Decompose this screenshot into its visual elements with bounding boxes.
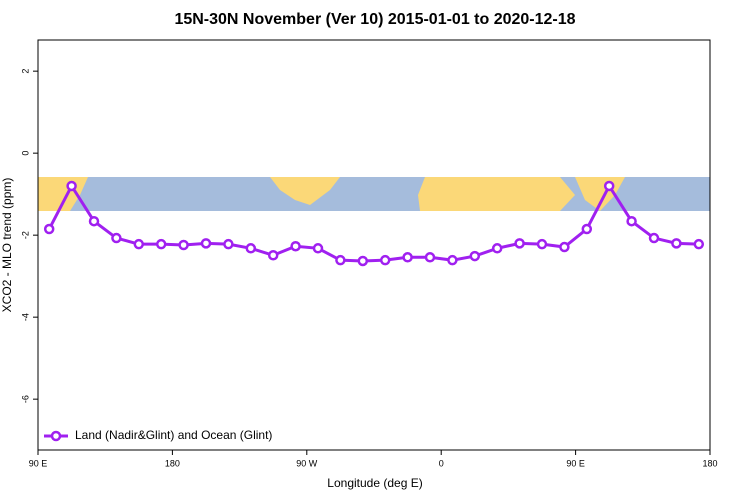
point: [648, 232, 660, 244]
point: [335, 254, 346, 266]
point: [447, 254, 458, 266]
point: [178, 239, 189, 251]
chart-title: 15N-30N November (Ver 10) 2015-01-01 to …: [174, 11, 575, 28]
x-axis-title: Longitude (deg E): [327, 476, 422, 490]
plot-frame: [37, 39, 711, 451]
point: [223, 238, 234, 250]
legend-text: Land (Nadir&Glint) and Ocean (Glint): [75, 428, 272, 442]
legend-marker: [50, 430, 62, 442]
point: [491, 243, 503, 254]
x-tick-label: 90 E: [566, 458, 585, 468]
y-tick-label: -4: [20, 313, 30, 321]
x-tick-label: 180: [702, 458, 717, 468]
x-tick-label: 90 W: [296, 458, 318, 468]
point: [111, 232, 122, 244]
point: [693, 238, 705, 250]
point: [402, 252, 413, 263]
point: [559, 241, 570, 253]
point: [536, 238, 548, 250]
point: [88, 215, 100, 227]
point: [626, 215, 637, 227]
point: [200, 238, 212, 249]
y-tick-label: -2: [20, 231, 30, 239]
point: [312, 243, 324, 254]
point: [514, 238, 525, 249]
y-axis-title: XCO2 - MLO trend (ppm): [0, 178, 14, 313]
x-tick-label: 0: [439, 458, 444, 468]
x-tick-label: 90 E: [29, 458, 48, 468]
x-tick-label: 180: [165, 458, 180, 468]
point: [469, 250, 481, 262]
point: [357, 255, 369, 267]
map-band: [38, 177, 710, 211]
land: [418, 177, 575, 211]
point: [581, 223, 593, 235]
point: [671, 238, 682, 249]
point: [267, 250, 279, 261]
point: [424, 252, 436, 263]
point: [290, 240, 301, 252]
y-tick-label: -6: [20, 395, 30, 403]
point: [43, 223, 55, 235]
point: [379, 254, 391, 266]
y-tick-label: 2: [20, 69, 30, 74]
land: [270, 177, 340, 205]
point: [245, 243, 257, 254]
point: [66, 180, 77, 192]
point: [603, 180, 615, 192]
y-tick-label: 0: [20, 151, 30, 156]
point: [133, 238, 145, 250]
point: [155, 238, 167, 250]
